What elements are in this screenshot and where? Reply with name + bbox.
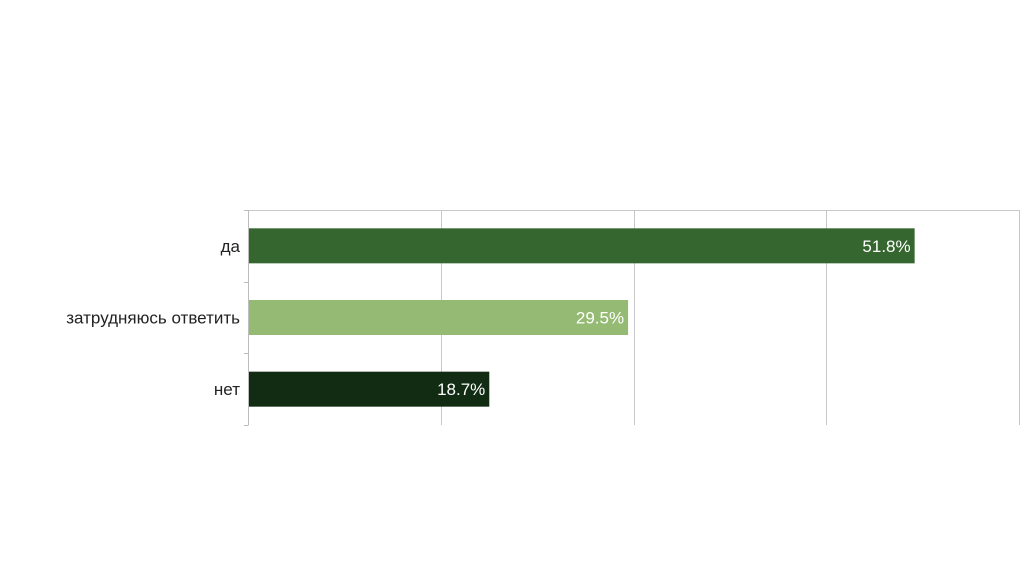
bars-layer [249, 228, 915, 407]
category-label: да [221, 237, 241, 256]
data-label: 29.5% [576, 309, 624, 328]
labels-layer: 51.8% да 29.5% затрудняюсь ответить 18.7% нет [66, 237, 910, 399]
bar [249, 228, 915, 264]
data-label: 51.8% [862, 237, 910, 256]
category-label: затрудняюсь ответить [66, 309, 240, 328]
data-label: 18.7% [437, 380, 485, 399]
bar [249, 371, 490, 407]
category-label: нет [214, 380, 240, 399]
bar [249, 300, 629, 335]
